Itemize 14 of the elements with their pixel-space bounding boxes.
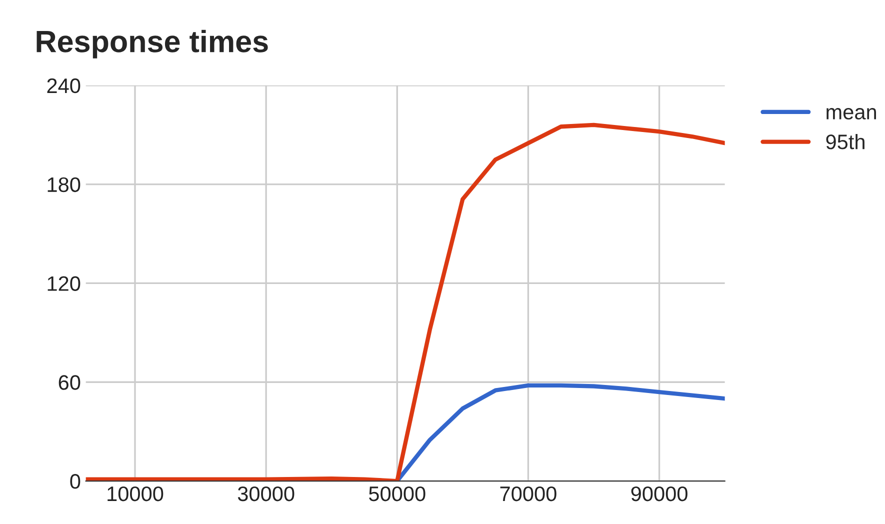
line-series: [86, 122, 725, 482]
y-tick-label: 120: [48, 276, 80, 291]
x-tick-label: 30000: [238, 486, 294, 502]
x-tick-label: 70000: [500, 486, 556, 502]
y-tick-label: 0: [70, 474, 80, 489]
y-tick-label: 240: [47, 78, 80, 94]
chart-title: Response times: [36, 30, 268, 58]
y-tick-label: 60: [58, 375, 80, 390]
y-tick-label: 180: [48, 177, 80, 192]
legend-label: mean: [826, 108, 876, 120]
legend-label: 95th: [826, 134, 864, 150]
x-tick-label: 90000: [631, 486, 688, 502]
x-tick-label: 50000: [369, 486, 426, 502]
x-tick-label: 10000: [108, 486, 164, 502]
